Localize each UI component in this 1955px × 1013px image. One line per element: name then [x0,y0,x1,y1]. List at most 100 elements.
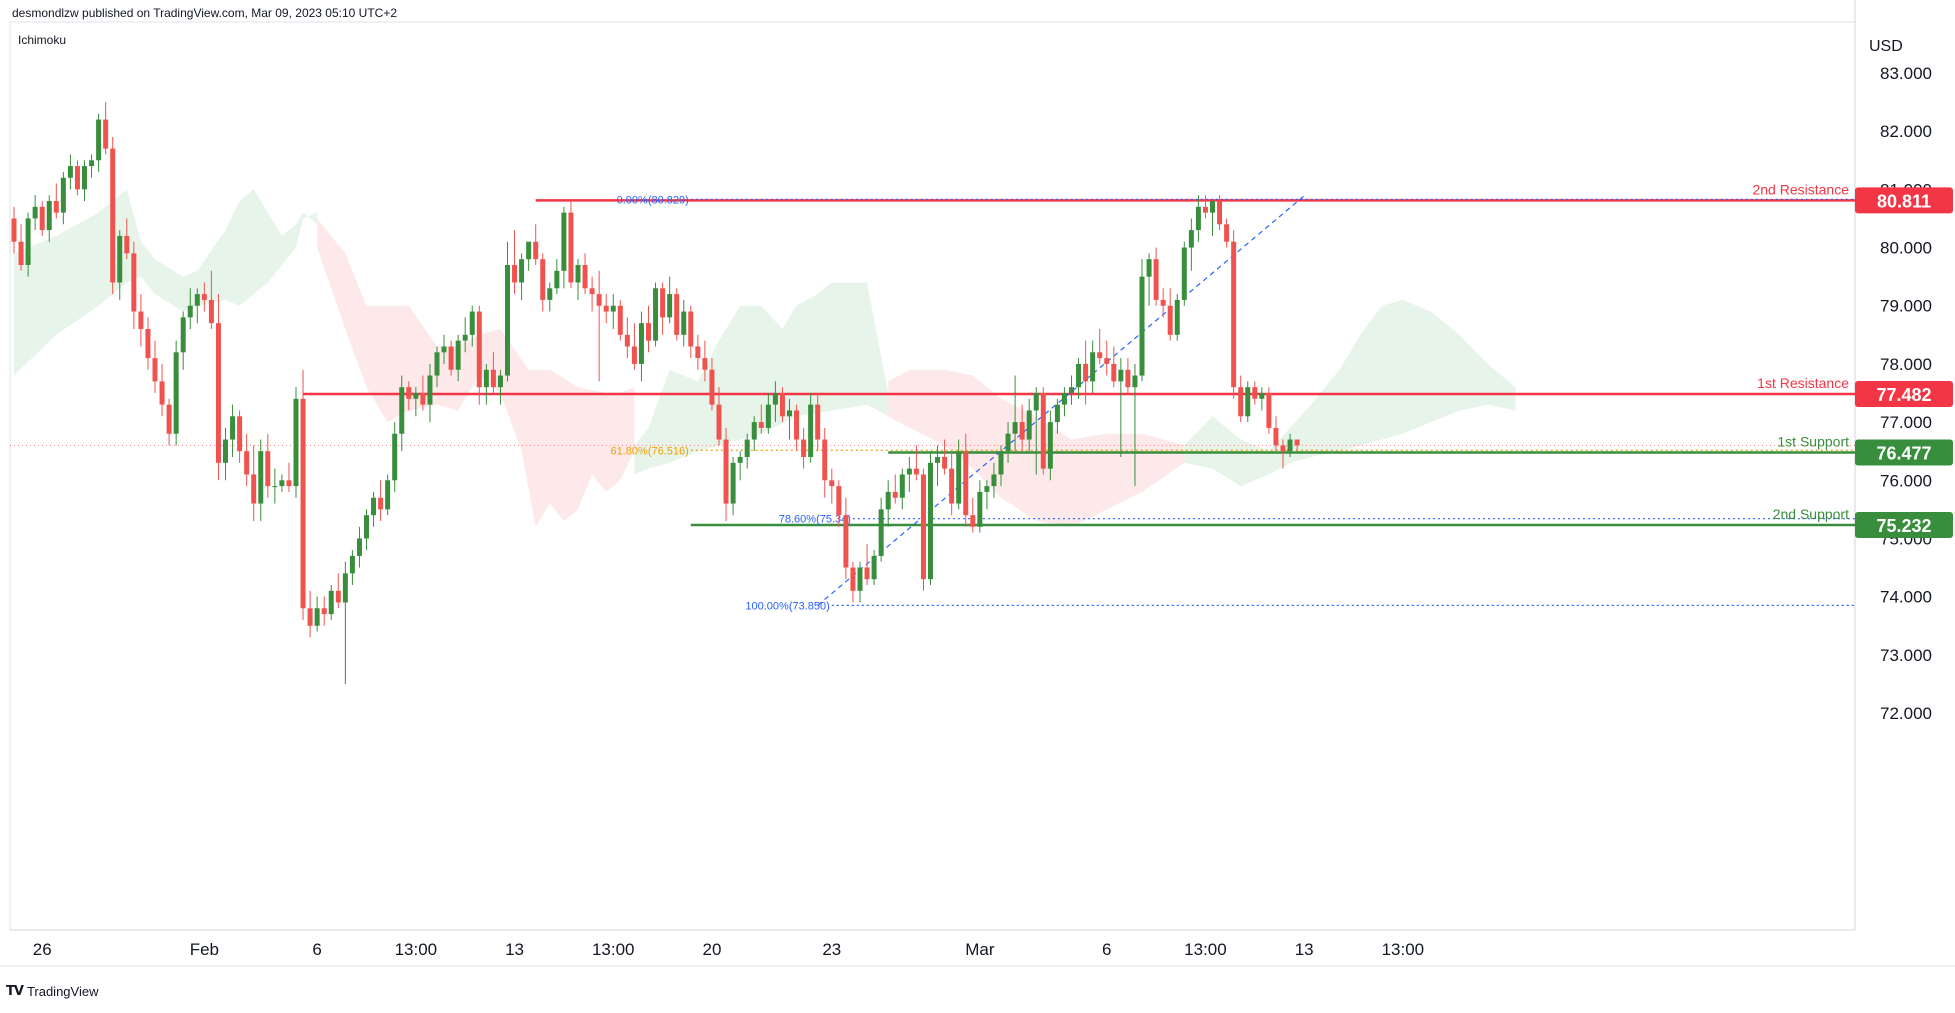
candle-body [695,346,701,359]
candle [314,596,320,632]
candle-body [103,119,109,149]
candle [977,480,983,533]
candle [1118,358,1124,457]
candle [850,561,856,603]
candle [526,241,532,271]
candle-body [638,323,644,364]
candle [378,480,384,521]
candle [913,445,919,481]
candle-body [1231,241,1237,388]
candle-body [364,515,369,539]
candle-body [349,555,355,574]
candle [667,276,673,324]
candle [864,544,870,585]
candle-body [843,515,849,568]
candle [843,497,849,580]
y-tick-label: 72.000 [1880,704,1932,723]
candle-body [138,311,144,329]
price-badge-label: 75.232 [1876,516,1931,536]
candle [166,398,172,446]
candle [857,561,863,603]
candle-body [533,241,539,260]
candle [441,334,447,364]
level-name-label: 2nd Support [1773,506,1849,522]
candle [187,288,193,329]
candle-body [885,491,891,510]
candle-body [1125,369,1131,388]
indicator-legend[interactable]: Ichimoku [18,33,67,47]
candle-body [1047,422,1053,469]
x-tick-label: 13:00 [1184,940,1227,959]
candle-body [208,299,214,324]
candle [547,282,553,312]
candle-body [131,253,137,312]
candle [159,363,165,417]
candle-body [194,294,200,306]
candle-body [603,305,609,312]
candle [1104,340,1110,376]
candle-body [378,497,384,510]
candle-body [159,381,165,405]
candle [1280,439,1286,469]
candle [349,550,355,585]
candle-body [356,538,362,556]
candle-body [808,404,814,457]
candle-body [1238,387,1244,417]
candle [723,427,729,521]
candle [970,497,976,533]
candle-body [610,305,616,312]
candle-body [1217,201,1223,225]
candle-body [25,218,31,265]
candle-body [617,305,623,335]
candle-body [779,393,785,417]
candle-body [314,608,320,626]
candle [117,230,123,300]
candle-body [413,393,419,399]
candle-body [39,206,45,231]
candle-body [547,288,553,300]
candle-body [1181,247,1187,300]
x-tick-label: 13:00 [395,940,438,959]
footer-brand[interactable]: 𝗧𝗩 TradingView [6,983,98,999]
x-tick-label: 13 [505,940,524,959]
candle-body [265,451,271,487]
candle [758,404,764,434]
candle-body [67,166,73,178]
candle [512,230,518,295]
candle-body [1076,363,1082,388]
candle [434,346,440,388]
candle [963,433,969,527]
cloud-bull [14,189,318,376]
candle-body [801,439,807,457]
candle-body [589,288,595,295]
candle [180,311,186,370]
candle [110,137,116,295]
x-tick-label: Mar [965,940,995,959]
candle-body [427,375,433,405]
y-tick-label: 76.000 [1880,471,1932,490]
candle [801,427,807,469]
candle [74,160,80,196]
candle-body [772,393,778,405]
candle-body [1202,206,1208,213]
candle-body [462,334,468,341]
x-tick-label: 23 [822,940,841,959]
price-badge-label: 80.811 [1877,191,1931,211]
y-axis-unit: USD [1869,38,1903,55]
candle [709,358,715,411]
y-tick-label: 77.000 [1880,413,1932,432]
candle-body [1097,352,1103,359]
candle [942,439,948,475]
candle [589,276,595,312]
candle [1012,375,1018,452]
candle-body [1139,276,1145,376]
candle-body [730,462,736,504]
candle-body [420,393,426,405]
candle [1287,433,1293,457]
candle [1294,439,1300,452]
candles [11,102,1300,684]
candle-body [660,288,666,318]
candle-body [913,468,919,475]
candle-body [1273,427,1279,446]
